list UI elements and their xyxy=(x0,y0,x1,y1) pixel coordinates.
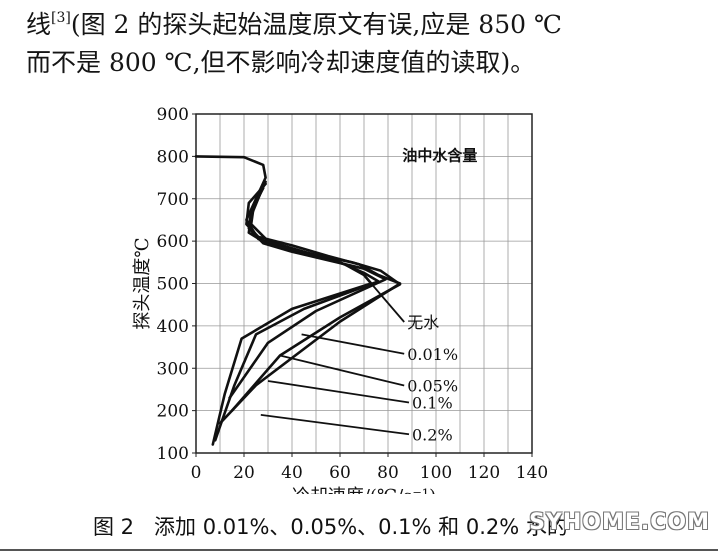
series-label-leader xyxy=(279,354,405,387)
x-axis-title: 冷却速度/(℃/s⁻¹) xyxy=(292,486,436,494)
series-label-leader xyxy=(267,380,410,404)
y-tick-label: 200 xyxy=(157,402,189,422)
cooling-rate-chart: 0 20 40 60 80 100 120 140 100 200 300 400 500 600 700 8… xyxy=(132,105,549,494)
series-label: 0.05% xyxy=(407,377,458,396)
x-tick-label: 140 xyxy=(516,463,548,483)
x-tick-label: 40 xyxy=(281,463,303,483)
y-tick-label: 800 xyxy=(157,147,189,167)
watermark: SYHOME.COM xyxy=(529,510,710,535)
page-rule xyxy=(0,549,718,551)
series-line xyxy=(194,155,373,446)
y-axis-title: 探头温度℃ xyxy=(132,237,153,329)
y-tick-label: 700 xyxy=(157,190,189,210)
paragraph-line-1-rest: (图 2 的探头起始温度原文有误,应是 850 ℃ xyxy=(70,10,562,39)
caption-text: 添加 0.01%、0.05%、0.1% 和 0.2% 水的 xyxy=(154,515,568,539)
x-tick-label: 120 xyxy=(468,463,500,483)
citation-superscript: [3] xyxy=(51,10,71,26)
series-label: 0.1% xyxy=(412,394,453,413)
x-tick-label: 20 xyxy=(233,463,255,483)
paragraph-line-1-start: 线 xyxy=(26,10,52,39)
legend-title: 油中水含量 xyxy=(402,147,477,165)
series-label: 0.01% xyxy=(407,345,458,364)
x-tick-label: 0 xyxy=(191,463,202,483)
x-tick-label: 60 xyxy=(329,463,351,483)
series-label-leader xyxy=(260,413,410,436)
figure-caption: 图 2 添加 0.01%、0.05%、0.1% 和 0.2% 水的 xyxy=(93,511,568,541)
axis-ticks: 0 20 40 60 80 100 120 140 100 200 300 400 500 600 700 8… xyxy=(157,105,549,483)
y-tick-label: 900 xyxy=(157,105,189,125)
series-group xyxy=(194,155,402,446)
series-label: 0.2% xyxy=(412,425,453,444)
x-tick-label: 80 xyxy=(377,463,399,483)
y-tick-label: 100 xyxy=(157,444,189,464)
series-label-leader xyxy=(301,333,405,355)
grid xyxy=(195,113,533,454)
y-tick-label: 500 xyxy=(157,275,189,295)
y-tick-label: 300 xyxy=(157,359,189,379)
paragraph-line-1: 线[3](图 2 的探头起始温度原文有误,应是 850 ℃ xyxy=(26,1,706,42)
y-tick-label: 400 xyxy=(157,317,189,337)
y-tick-label: 600 xyxy=(157,232,189,252)
series-label: 无水 xyxy=(407,313,439,332)
series-labels: 无水 0.01% 0.05%0.1% 0.2% xyxy=(260,282,458,444)
series-line xyxy=(218,182,402,425)
x-tick-label: 100 xyxy=(420,463,452,483)
paragraph-line-2: 而不是 800 ℃,但不影响冷却速度值的读取)。 xyxy=(26,48,536,77)
series-label-leader xyxy=(370,282,405,323)
figure-number: 图 2 xyxy=(93,515,135,539)
